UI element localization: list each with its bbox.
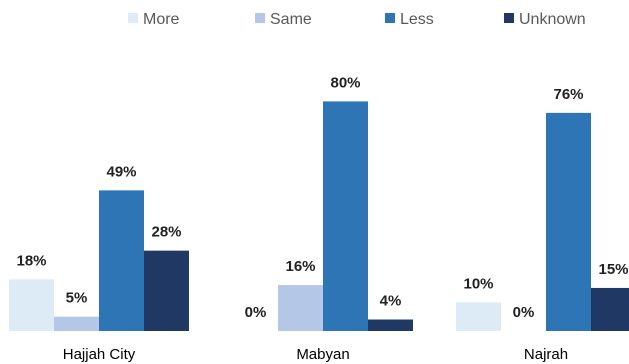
data-label-najrah-more: 10% <box>463 275 493 292</box>
data-label-mabyan-more: 0% <box>245 304 267 321</box>
data-label-najrah-unknown: 15% <box>598 261 628 278</box>
data-label-mabyan-unknown: 4% <box>380 293 402 310</box>
data-label-mabyan-same: 16% <box>285 258 315 275</box>
bar-hajjah-city-unknown <box>144 250 189 331</box>
data-label-najrah-same: 0% <box>513 304 535 321</box>
legend-swatch-less <box>385 13 395 23</box>
data-label-hajjah-city-same: 5% <box>66 290 88 307</box>
legend-swatch-unknown <box>504 13 514 23</box>
bar-najrah-unknown <box>591 287 629 331</box>
bar-mabyan-same <box>278 285 323 331</box>
bar-mabyan-unknown <box>368 319 413 331</box>
category-label-najrah: Najrah <box>524 346 568 363</box>
bar-hajjah-city-less <box>99 190 144 331</box>
bar-mabyan-less <box>323 101 368 332</box>
data-label-mabyan-less: 80% <box>330 74 360 91</box>
legend-swatch-same <box>255 13 265 23</box>
bar-hajjah-city-more <box>9 279 54 331</box>
legend-swatch-more <box>128 13 138 23</box>
data-labels: 18% 5% 49% 28% 0% 16% 80% 4% 10% 0% 76% 15% <box>16 74 628 321</box>
category-label-hajjah-city: Hajjah City <box>63 346 136 363</box>
bars <box>9 101 629 332</box>
data-label-hajjah-city-less: 49% <box>106 163 136 180</box>
bar-najrah-more <box>456 302 501 331</box>
data-label-hajjah-city-more: 18% <box>16 252 46 269</box>
category-label-mabyan: Mabyan <box>296 346 349 363</box>
legend: More Same Less Unknown <box>128 11 586 28</box>
data-label-najrah-less: 76% <box>553 86 583 103</box>
bar-najrah-less <box>546 112 591 331</box>
legend-label-more: More <box>143 11 180 28</box>
data-label-hajjah-city-unknown: 28% <box>151 224 181 241</box>
category-labels: Hajjah City Mabyan Najrah <box>63 346 568 363</box>
bar-hajjah-city-same <box>54 316 99 331</box>
legend-label-unknown: Unknown <box>519 11 586 28</box>
legend-label-less: Less <box>400 11 434 28</box>
legend-label-same: Same <box>270 11 312 28</box>
